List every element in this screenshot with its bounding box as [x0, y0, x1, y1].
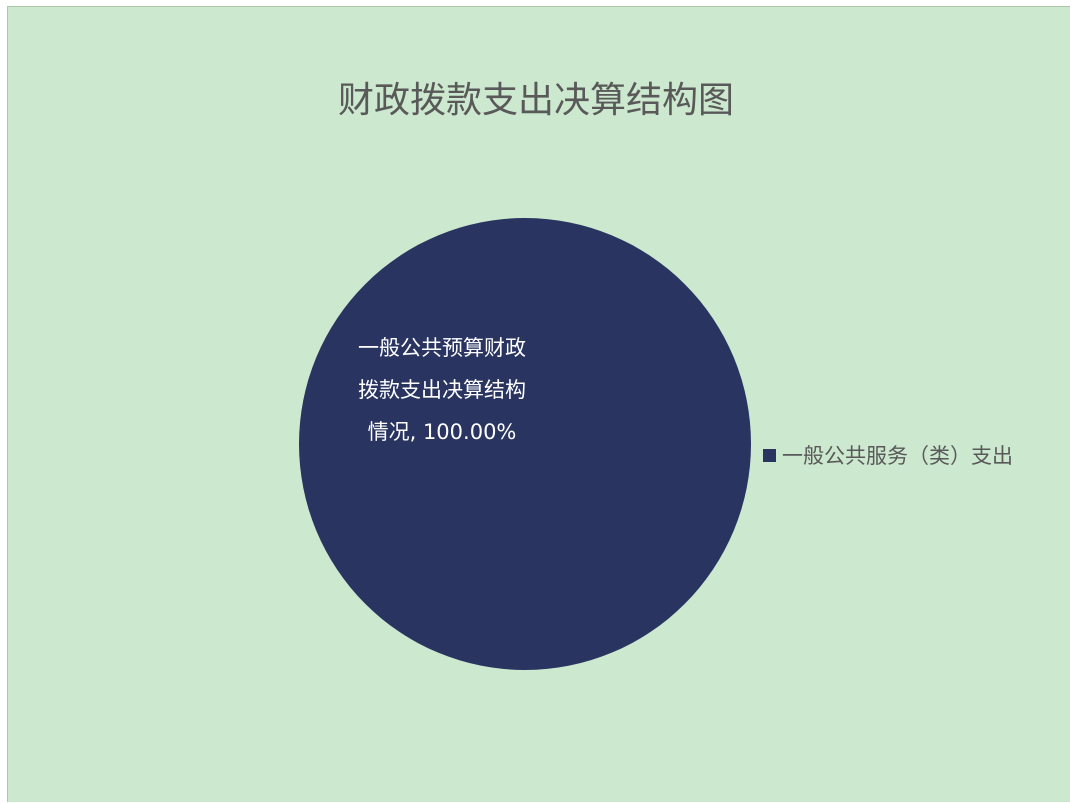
slice-data-label: 一般公共预算财政 拨款支出决算结构 情况, 100.00%	[342, 327, 542, 453]
legend: 一般公共服务（类）支出	[763, 440, 1013, 470]
pie-chart	[299, 218, 751, 670]
chart-title: 财政拨款支出决算结构图	[337, 80, 734, 121]
legend-swatch	[763, 448, 776, 462]
data-label-line-1: 一般公共预算财政	[358, 336, 526, 360]
data-label-line-2: 拨款支出决算结构	[358, 378, 526, 402]
chart-area: 财政拨款支出决算结构图 一般公共预算财政 拨款支出决算结构 情况, 100.00…	[7, 6, 1070, 802]
legend-entry-label: 一般公共服务（类）支出	[782, 444, 1013, 468]
pie-slice	[299, 218, 751, 670]
data-label-line-3: 情况, 100.00%	[367, 420, 517, 444]
